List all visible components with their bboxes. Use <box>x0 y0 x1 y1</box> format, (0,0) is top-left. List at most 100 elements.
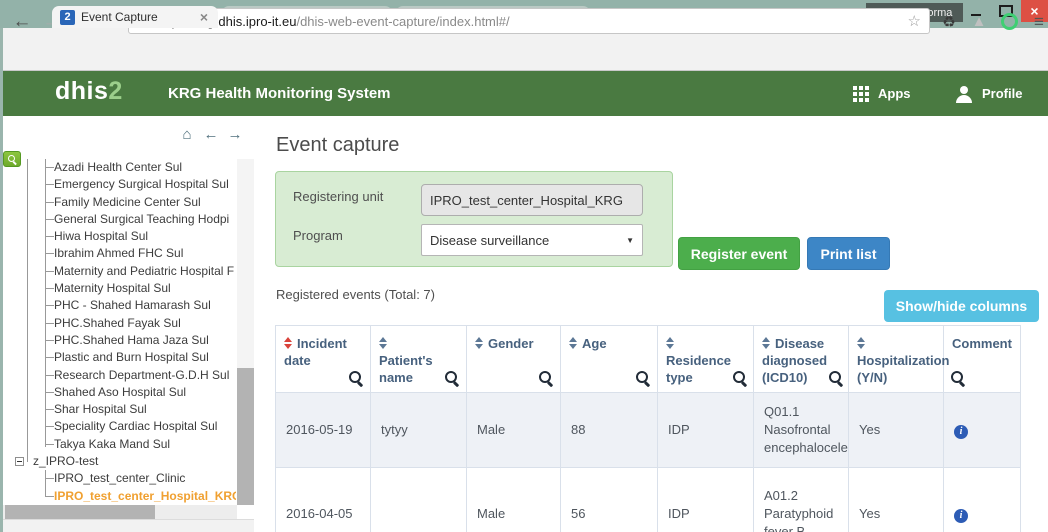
dhis2-logo[interactable]: dhis2 <box>55 77 123 105</box>
green-circle-extension-icon[interactable] <box>996 0 1022 43</box>
column-search-icon[interactable] <box>829 371 844 386</box>
column-header[interactable]: Gender <box>466 325 561 393</box>
tree-horizontal-scrollbar-thumb[interactable] <box>5 505 155 519</box>
orgunit-back-icon[interactable]: ← <box>203 125 219 143</box>
table-cell: 2016-04-05 <box>275 467 371 532</box>
column-search-icon[interactable] <box>349 371 364 386</box>
tree-item[interactable]: Emergency Surgical Hospital Sul <box>8 176 236 193</box>
sort-arrows-icon[interactable] <box>569 337 577 349</box>
program-select-value: Disease surveillance <box>430 232 550 248</box>
tree-item[interactable]: PHC.Shahed Hama Jaza Sul <box>8 332 236 349</box>
system-title: KRG Health Monitoring System <box>168 85 391 102</box>
bookmark-star-icon[interactable]: ☆ <box>907 13 921 30</box>
column-header[interactable]: Residence type <box>657 325 754 393</box>
tree-item[interactable]: Research Department-G.D.H Sul <box>8 367 236 384</box>
sort-arrows-icon[interactable] <box>284 337 292 349</box>
tree-item[interactable]: Family Medicine Center Sul <box>8 194 236 211</box>
browser-toolbar <box>0 28 1048 71</box>
column-search-icon[interactable] <box>636 371 651 386</box>
tab-close-icon[interactable]: × <box>199 9 208 25</box>
tree-item[interactable]: Hiwa Hospital Sul <box>8 228 236 245</box>
registering-unit-label: Registering unit <box>293 189 384 204</box>
tree-item[interactable]: Speciality Cardiac Hospital Sul <box>8 418 236 435</box>
table-cell: Yes <box>848 467 944 532</box>
registered-events-count: Registered events (Total: 7) <box>276 287 435 302</box>
minimize-button[interactable] <box>962 0 989 22</box>
column-header[interactable]: Age <box>560 325 658 393</box>
address-bar[interactable]: https://krg-dhis.ipro-it.eu/dhis-web-eve… <box>128 8 930 34</box>
sidebar-footer <box>3 519 254 532</box>
close-button[interactable]: × <box>1021 0 1048 22</box>
column-header[interactable]: Incident date <box>275 325 371 393</box>
show-hide-columns-button[interactable]: Show/hide columns <box>884 290 1039 322</box>
profile-person-icon <box>955 85 973 103</box>
comment-cell: i <box>943 392 1021 468</box>
tree-item[interactable]: IPRO_test_center_Hospital_KRG <box>8 488 236 505</box>
sort-arrows-icon[interactable] <box>762 337 770 349</box>
apps-label: Apps <box>878 86 911 101</box>
table-cell: A01.2 Paratyphoid fever B <box>753 467 849 532</box>
orgunit-search-button[interactable] <box>3 151 21 167</box>
sort-arrows-icon[interactable] <box>379 337 387 349</box>
table-cell: Male <box>466 467 561 532</box>
sort-arrows-icon[interactable] <box>475 337 483 349</box>
tree-item[interactable]: z_IPRO-test <box>8 453 236 470</box>
tree-item[interactable]: Shahed Aso Hospital Sul <box>8 384 236 401</box>
program-select[interactable]: Disease surveillance ▼ <box>421 224 643 256</box>
tree-item[interactable]: General Surgical Teaching Hodpi <box>8 211 236 228</box>
info-icon[interactable]: i <box>954 508 968 523</box>
table-cell: Male <box>466 392 561 468</box>
profile-menu[interactable]: Profile <box>955 71 1022 116</box>
comment-cell: i <box>943 467 1021 532</box>
recycle-extension-icon[interactable]: ♻ <box>942 13 956 31</box>
table-cell: Q01.1 Nasofrontal encephalocele <box>753 392 849 468</box>
tree-item[interactable]: Takya Kaka Mand Sul <box>8 436 236 453</box>
tree-item[interactable]: Shar Hospital Sul <box>8 401 236 418</box>
column-header[interactable]: Patient's name <box>370 325 467 393</box>
column-header[interactable]: Disease diagnosed (ICD10) <box>753 325 849 393</box>
sort-arrows-icon[interactable] <box>857 337 865 349</box>
orgunit-forward-icon[interactable]: → <box>227 125 243 143</box>
collapse-expander-icon[interactable] <box>15 457 24 467</box>
print-list-button[interactable]: Print list <box>807 237 890 270</box>
column-header[interactable]: Hospitalization (Y/N) <box>848 325 964 393</box>
table-cell: IDP <box>657 392 754 468</box>
browser-tab[interactable]: 2 Event Capture × <box>52 6 218 28</box>
events-table-header-row: Incident date Patient's name Gender Age Resi… <box>275 325 1021 393</box>
info-icon[interactable]: i <box>954 425 968 439</box>
tree-item[interactable]: Maternity and Pediatric Hospital F <box>8 263 236 280</box>
column-search-icon[interactable] <box>445 371 460 386</box>
drive-extension-icon[interactable]: ▲ <box>971 13 987 30</box>
tree-item[interactable]: PHC.Shahed Fayak Sul <box>8 315 236 332</box>
sort-arrows-icon[interactable] <box>666 337 674 349</box>
tree-item[interactable]: Maternity Hospital Sul <box>8 280 236 297</box>
page-title: Event capture <box>276 134 400 156</box>
program-label: Program <box>293 228 343 243</box>
tree-item[interactable]: PHC - Shahed Hamarash Sul <box>8 297 236 314</box>
tree-vertical-scrollbar-thumb[interactable] <box>237 368 254 505</box>
tree-item[interactable]: IPRO_test_center_Clinic <box>8 470 236 487</box>
tree-connector-line <box>45 470 46 497</box>
register-event-button[interactable]: Register event <box>678 237 800 270</box>
column-search-icon[interactable] <box>733 371 748 386</box>
dhis2-header-bar: dhis2 KRG Health Monitoring System Apps … <box>3 71 1048 116</box>
search-icon <box>8 155 15 162</box>
tree-item[interactable]: Ibrahim Ahmed FHC Sul <box>8 245 236 262</box>
column-search-icon[interactable] <box>539 371 554 386</box>
table-row[interactable]: 2016-05-19 tytyy Male 88 IDP Q01.1 Nasofronta… <box>275 392 1021 468</box>
browser-menu-icon[interactable]: ≡ <box>1034 11 1044 31</box>
url-text[interactable]: https://krg-dhis.ipro-it.eu/dhis-web-eve… <box>157 13 510 29</box>
tree-item[interactable]: Azadi Health Center Sul <box>8 159 236 176</box>
column-search-icon[interactable] <box>951 371 966 386</box>
back-icon[interactable]: ← <box>12 10 32 32</box>
table-cell: IDP <box>657 467 754 532</box>
table-cell <box>370 467 467 532</box>
table-row[interactable]: 2016-04-05 Male 56 IDP A01.2 Paratyphoid fev… <box>275 467 1021 532</box>
tree-item[interactable]: Plastic and Burn Hospital Sul <box>8 349 236 366</box>
orgunit-home-icon[interactable]: ⌂ <box>182 125 192 143</box>
tree-connector-line <box>45 159 46 447</box>
apps-menu[interactable]: Apps <box>853 71 911 116</box>
registering-unit-input[interactable] <box>421 184 643 216</box>
tree-connector-line <box>27 159 28 462</box>
